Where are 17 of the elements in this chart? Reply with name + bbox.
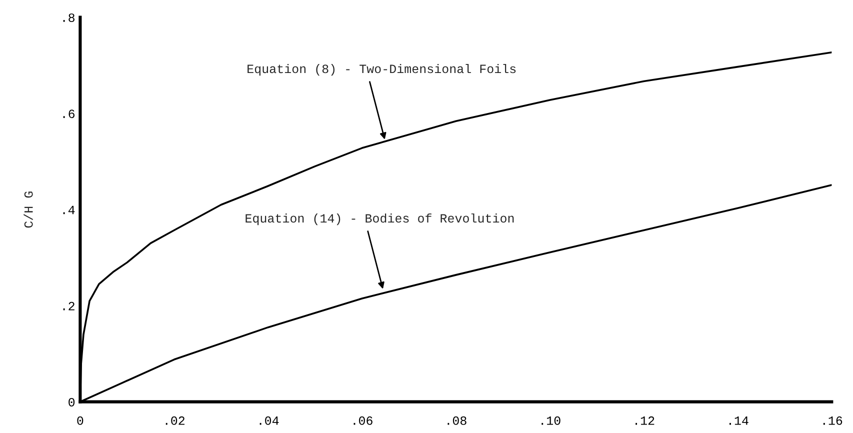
x-tick-label: .14 xyxy=(730,416,748,425)
x-tick-label: .10 xyxy=(542,416,560,425)
y-tick-label: 0 xyxy=(68,398,75,406)
y-axis-title: C/H G xyxy=(24,192,33,228)
x-tick-label: .06 xyxy=(354,416,372,425)
x-tick-label: .08 xyxy=(448,416,466,425)
y-tick-label: .4 xyxy=(63,206,75,214)
annotation: Equation (8) - Two-Dimensional Foils xyxy=(248,64,516,76)
y-tick-label: .6 xyxy=(63,110,75,118)
y-tick-label: .8 xyxy=(63,13,74,22)
x-tick-label: .04 xyxy=(260,416,279,425)
y-tick-label: .2 xyxy=(63,302,74,310)
annotation: Equation (14) - Bodies of Revolution xyxy=(246,213,514,226)
x-tick-label: .02 xyxy=(166,416,184,425)
x-tick-label: 0 xyxy=(77,416,84,425)
x-tick-label: .12 xyxy=(636,416,654,425)
x-tick-label: .16 xyxy=(823,416,842,425)
